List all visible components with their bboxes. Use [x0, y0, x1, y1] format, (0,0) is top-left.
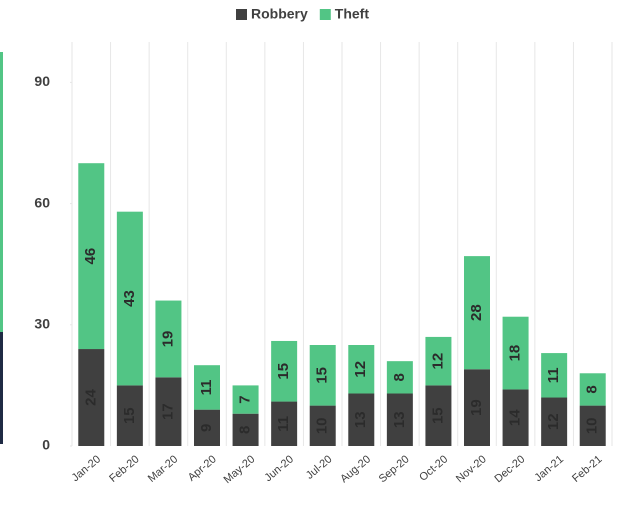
- x-tick-label: Jan-21: [532, 453, 565, 484]
- cropped-neighbor-bar: [0, 332, 3, 444]
- value-label: 8: [584, 385, 601, 393]
- value-label: 46: [82, 248, 99, 265]
- value-label: 11: [275, 416, 292, 432]
- bar-segment: [348, 345, 375, 394]
- value-label: 9: [198, 424, 215, 432]
- y-tick-label: 30: [34, 316, 50, 332]
- value-label: 10: [314, 417, 331, 434]
- bar-segment: [271, 340, 298, 402]
- x-tick-label: Feb-21: [570, 453, 604, 485]
- bar-segment: [194, 365, 220, 410]
- x-tick-label: Feb-20: [107, 453, 141, 485]
- value-label: 15: [275, 363, 292, 380]
- legend-swatch: [319, 9, 331, 20]
- y-tick-label: 0: [42, 437, 50, 453]
- x-tick-label: Dec-20: [492, 453, 527, 485]
- value-label: 12: [352, 361, 369, 378]
- bar-segment: [78, 163, 105, 350]
- y-tick-label: 60: [34, 194, 50, 210]
- x-tick-label: Jan-20: [70, 453, 103, 484]
- value-label: 10: [584, 417, 601, 434]
- bar-segment: [78, 349, 105, 446]
- value-label: 43: [121, 290, 138, 307]
- bar-segment: [579, 373, 606, 406]
- value-label: 8: [237, 426, 254, 434]
- bar-segment: [579, 405, 606, 446]
- bar-segment: [386, 361, 413, 394]
- value-label: 13: [391, 411, 408, 428]
- value-label: 12: [545, 413, 562, 430]
- value-label: 18: [507, 345, 524, 362]
- x-tick-label: Jun-20: [262, 453, 295, 484]
- bar-segment: [425, 336, 452, 386]
- value-label: 28: [468, 304, 485, 321]
- x-tick-label: Mar-20: [146, 453, 180, 485]
- value-label: 7: [237, 395, 254, 403]
- legend-swatch: [236, 9, 247, 20]
- value-label: 17: [159, 403, 176, 420]
- x-tick-label: Jul-20: [304, 453, 335, 481]
- bar-segment: [502, 316, 529, 390]
- value-label: 24: [82, 389, 99, 406]
- value-label: 15: [314, 367, 331, 384]
- bar-segment: [464, 369, 490, 446]
- bar-segment: [348, 393, 375, 446]
- legend-label: Theft: [335, 6, 370, 22]
- value-label: 15: [429, 407, 446, 424]
- bar-segment: [425, 385, 452, 446]
- bar-segment: [502, 389, 529, 446]
- bar-segment: [271, 401, 298, 446]
- x-tick-label: Sep-20: [377, 453, 412, 485]
- bar-segment: [464, 256, 490, 370]
- legend-label: Robbery: [251, 6, 308, 22]
- x-tick-label: Apr-20: [186, 453, 219, 483]
- bar-segment: [155, 377, 182, 446]
- bar-segment: [116, 385, 143, 446]
- bar-segment: [386, 393, 413, 446]
- bar-segment: [541, 353, 568, 398]
- bar-segment: [232, 385, 259, 414]
- bar-segment: [155, 300, 182, 378]
- value-label: 13: [352, 411, 369, 428]
- bar-segment: [232, 413, 259, 446]
- x-tick-label: Oct-20: [417, 453, 450, 483]
- value-label: 11: [545, 367, 562, 383]
- x-tick-label: May-20: [222, 453, 258, 486]
- cropped-neighbor-bar: [0, 52, 3, 332]
- value-label: 11: [198, 379, 215, 395]
- value-label: 19: [159, 331, 176, 348]
- x-tick-label: Aug-20: [338, 453, 373, 485]
- value-label: 12: [429, 353, 446, 370]
- bar-segment: [309, 345, 336, 406]
- value-label: 19: [468, 399, 485, 416]
- bar-segment: [116, 211, 143, 386]
- x-tick-label: Nov-20: [454, 453, 489, 485]
- bar-segment: [541, 397, 568, 446]
- value-label: 14: [507, 409, 524, 426]
- bar-segment: [194, 409, 220, 446]
- value-label: 8: [391, 373, 408, 381]
- value-label: 15: [121, 407, 138, 424]
- bar-segment: [309, 405, 336, 446]
- y-tick-label: 90: [34, 73, 50, 89]
